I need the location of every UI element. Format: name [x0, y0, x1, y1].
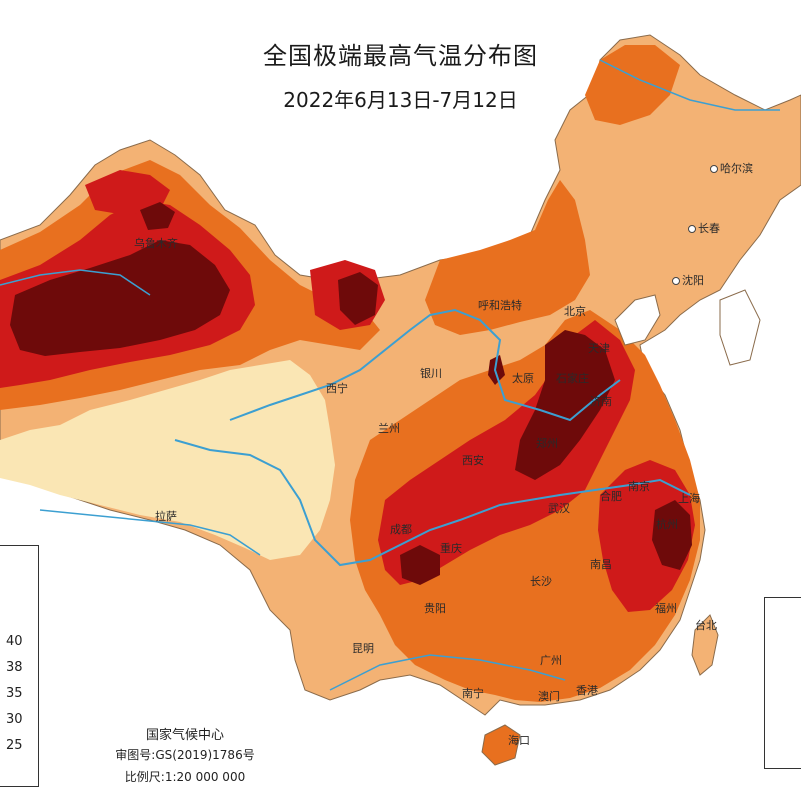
city-label: 兰州: [378, 422, 400, 435]
pearl-river: [329, 654, 566, 691]
city-label: 太原: [512, 372, 534, 385]
city-dot-icon: [688, 225, 696, 233]
city-label: 呼和浩特: [478, 299, 522, 312]
tarim-river: [0, 269, 151, 296]
legend-label-38: 38: [6, 660, 23, 675]
city-label: 沈阳: [672, 272, 704, 288]
map-subtitle: 2022年6月13日-7月12日: [283, 88, 518, 112]
city-label: 乌鲁木齐: [134, 237, 178, 250]
yellow-river: [229, 308, 621, 422]
zone-35-38-north: [425, 180, 590, 335]
city-label: 银川: [420, 367, 442, 380]
heilong-river: [599, 59, 780, 111]
city-label: 南京: [628, 480, 650, 493]
city-label: 海口: [508, 734, 530, 747]
city-label: 福州: [655, 602, 677, 615]
review-number: 审图号:GS(2019)1786号: [115, 748, 255, 762]
city-label: 天津: [588, 342, 610, 355]
city-label: 澳门: [538, 690, 560, 703]
zone-above-40-inner-mongolia: [338, 272, 378, 325]
city-label: 杭州: [656, 518, 678, 531]
city-label: 西宁: [326, 382, 348, 395]
city-label: 北京: [564, 305, 586, 318]
city-label: 广州: [540, 654, 562, 667]
yangtze-river: [174, 439, 691, 567]
map-scale: 比例尺:1:20 000 000: [124, 770, 246, 784]
city-label: 哈尔滨: [710, 160, 753, 176]
city-label: 成都: [390, 523, 412, 536]
legend-label-40: 40: [6, 634, 23, 649]
city-label: 拉萨: [155, 510, 177, 523]
legend-label-35: 35: [6, 686, 23, 701]
city-label: 昆明: [352, 642, 374, 655]
city-dot-icon: [710, 165, 718, 173]
zone-above-40-north: [140, 202, 175, 230]
legend-box: 40 38 35 30 25: [0, 545, 39, 787]
korea-peninsula: [719, 289, 761, 366]
zone-above-40-chongqing: [400, 545, 440, 585]
city-label: 香港: [576, 684, 598, 697]
bohai-sea: [614, 294, 661, 346]
zone-above-40-xinjiang: [10, 240, 230, 356]
city-label: 郑州: [536, 437, 558, 450]
city-label: 济南: [590, 395, 612, 408]
legend-label-30: 30: [6, 712, 23, 727]
city-label: 武汉: [548, 502, 570, 515]
zone-above-40-zhejiang: [652, 500, 692, 570]
city-label: 南宁: [462, 687, 484, 700]
city-label: 合肥: [600, 490, 622, 503]
city-label: 上海: [678, 492, 700, 505]
city-label: 长沙: [530, 575, 552, 588]
taiwan-island: [691, 614, 719, 676]
yarlung-river: [39, 509, 261, 556]
south-china-sea-inset: [764, 597, 801, 769]
city-label: 石家庄: [556, 372, 589, 385]
legend-label-25: 25: [6, 738, 23, 753]
city-label: 南昌: [590, 558, 612, 571]
agency-credit: 国家气候中心: [145, 728, 224, 743]
zone-above-40-hebei: [515, 330, 615, 480]
city-label: 台北: [695, 619, 717, 632]
hainan-island: [481, 724, 521, 766]
zone-above-40-shaanxi: [488, 355, 505, 385]
city-label: 贵阳: [424, 602, 446, 615]
city-label: 长春: [688, 220, 720, 236]
map-title: 全国极端最高气温分布图: [263, 42, 538, 70]
city-label: 西安: [462, 454, 484, 467]
zone-38-40-jiangnan: [598, 460, 695, 612]
zone-38-40-north: [85, 170, 170, 215]
city-label: 重庆: [440, 542, 462, 555]
zone-25-30-north: [200, 390, 260, 425]
city-dot-icon: [672, 277, 680, 285]
